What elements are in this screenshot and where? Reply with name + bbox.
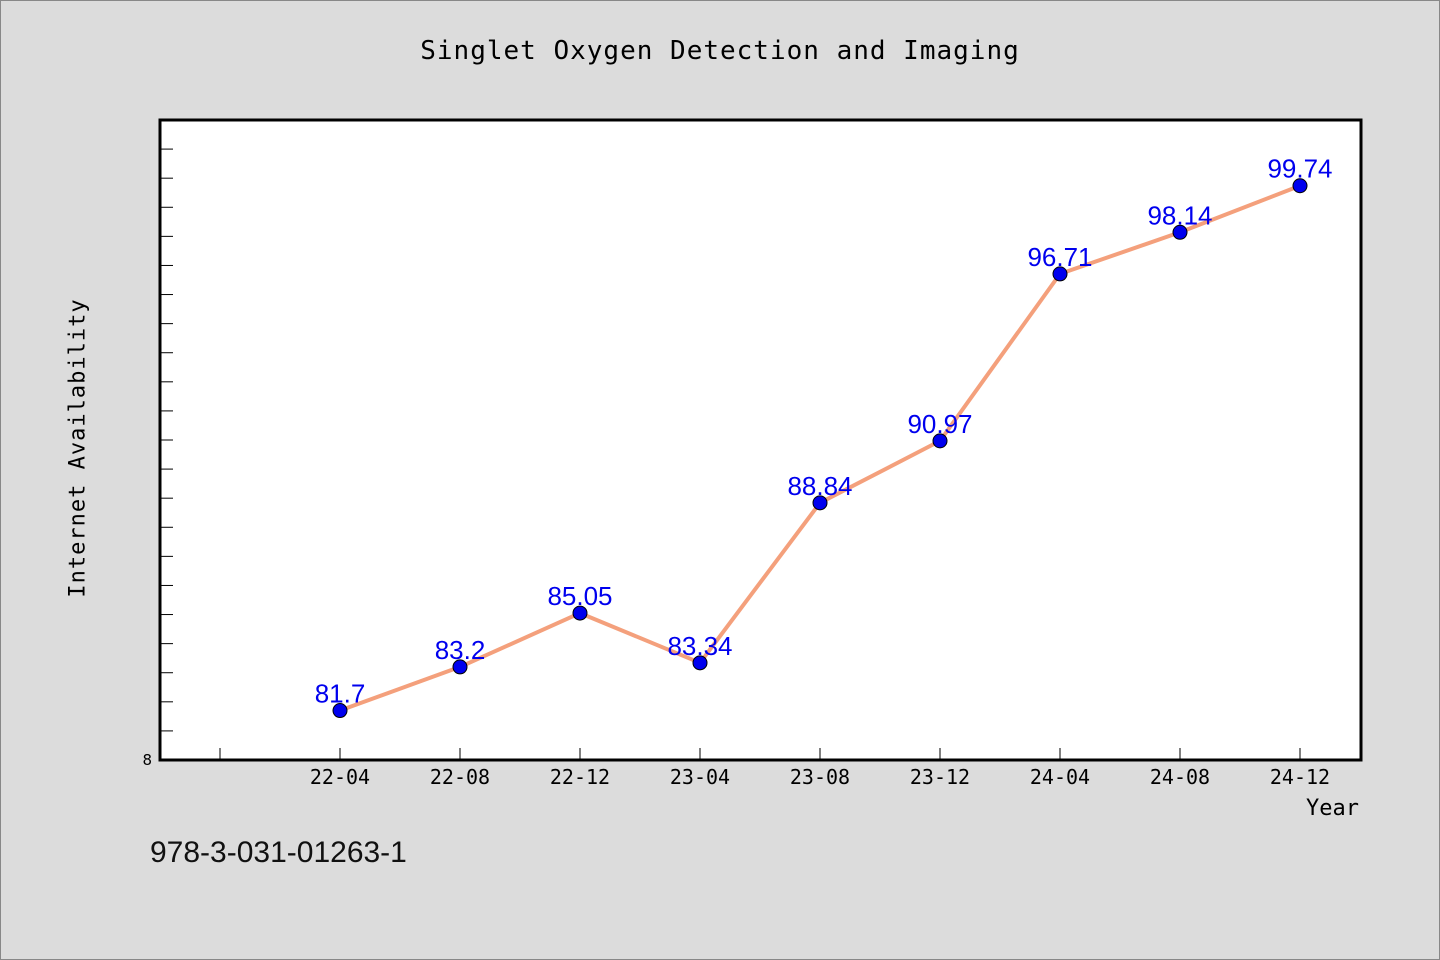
x-tick-label: 24-08 xyxy=(1150,765,1210,789)
data-point xyxy=(812,495,828,511)
data-point xyxy=(1172,224,1188,240)
data-point xyxy=(1052,266,1068,282)
x-tick-label: 24-04 xyxy=(1030,765,1090,789)
chart-title: Singlet Oxygen Detection and Imaging xyxy=(420,36,1020,66)
data-label: 81.7 xyxy=(315,679,366,709)
plot-area xyxy=(158,118,1363,762)
data-label: 98.14 xyxy=(1147,200,1212,230)
x-tick-label: 22-12 xyxy=(550,765,610,789)
x-tick-label: 23-08 xyxy=(790,765,850,789)
data-label: 83.2 xyxy=(435,635,486,665)
data-point xyxy=(572,605,588,621)
data-point xyxy=(1292,178,1308,194)
data-label: 96.71 xyxy=(1027,242,1092,272)
data-label: 99.74 xyxy=(1267,154,1332,184)
x-tick-label: 23-04 xyxy=(670,765,730,789)
data-label: 88.84 xyxy=(787,471,852,501)
data-label: 85.05 xyxy=(547,581,612,611)
data-label: 83.34 xyxy=(667,631,732,661)
x-tick-label: 22-04 xyxy=(310,765,370,789)
x-tick-label: 24-12 xyxy=(1270,765,1330,789)
x-tick-label: 23-12 xyxy=(910,765,970,789)
x-tick-label: 22-08 xyxy=(430,765,490,789)
data-point xyxy=(692,655,708,671)
isbn-text: 978-3-031-01263-1 xyxy=(150,836,407,869)
data-point xyxy=(332,703,348,719)
data-point xyxy=(932,433,948,449)
y-tick-label: 8 xyxy=(142,751,152,769)
data-point xyxy=(452,659,468,675)
x-axis-label: Year xyxy=(1306,796,1359,821)
data-label: 90.97 xyxy=(907,409,972,439)
